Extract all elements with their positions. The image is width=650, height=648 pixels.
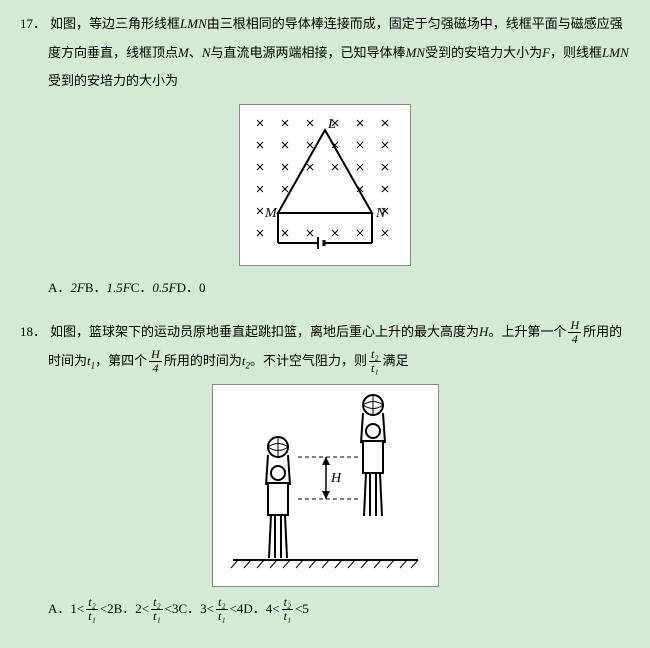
q17-line3: 受到的安培力的大小为 [20, 67, 630, 96]
txt: ，第四个 [95, 353, 147, 368]
t2: t2 [242, 353, 250, 368]
txt: 。不计空气阻力，则 [250, 353, 367, 368]
txt: 受到的安培力的大小为 [48, 73, 178, 88]
opt-a-val: 2F [70, 280, 84, 295]
q18-stem: 18． 如图，篮球架下的运动员原地垂直起跳扣篮，离地后重心上升的最大高度为H。上… [20, 318, 630, 347]
q18-figure: H [212, 384, 439, 587]
frac-t2t1: t₂t₁ [369, 348, 381, 375]
m: M [178, 45, 189, 60]
txt: 所用的 [583, 324, 622, 339]
fig-label-L: L [327, 117, 336, 132]
q18-line2: 时间为t1，第四个H4所用的时间为t2。不计空气阻力，则t₂t₁满足 [20, 347, 630, 376]
opt-d-pre: 4< [266, 601, 280, 616]
opt-d-label: D． [243, 601, 265, 616]
opt-a-pre: 1< [70, 601, 84, 616]
opt-b-label: B． [114, 601, 136, 616]
q17-body: 如图，等边三角形线框LMN由三根相同的导体棒连接而成，固定于匀强磁场中，线框平面… [50, 10, 630, 39]
frac: t₂t₁ [86, 596, 98, 623]
txt: 由三根相同的导体棒连接而成，固定于匀强磁场中，线框平面与磁感应强 [207, 16, 623, 31]
txt: 、 [189, 45, 202, 60]
mn: MN [406, 45, 426, 60]
q18-figure-wrap: H [20, 384, 630, 587]
txt: ，则线框 [550, 45, 602, 60]
txt: 所用的时间为 [164, 353, 242, 368]
question-18: 18． 如图，篮球架下的运动员原地垂直起跳扣篮，离地后重心上升的最大高度为H。上… [20, 318, 630, 623]
q18-body: 如图，篮球架下的运动员原地垂直起跳扣篮，离地后重心上升的最大高度为H。上升第一个… [50, 318, 630, 347]
txt: 与直流电源两端相接，已知导体棒 [211, 45, 406, 60]
opt-b-post: <3 [165, 601, 179, 616]
q17-line2: 度方向垂直，线框顶点M、N与直流电源两端相接，已知导体棒MN受到的安培力大小为F… [20, 39, 630, 68]
opt-a-label: A． [48, 601, 70, 616]
opt-b-pre: 2< [135, 601, 149, 616]
f: F [542, 45, 550, 60]
t1: t1 [87, 353, 95, 368]
q18-number: 18． [20, 318, 46, 347]
opt-d-post: <5 [295, 601, 309, 616]
opt-a-label: A． [48, 280, 70, 295]
q18-options: A．1<t₂t₁<2B．2<t₂t₁<3C．3<t₂t₁<4D．4<t₂t₁<5 [20, 595, 630, 624]
opt-d-val: 0 [199, 280, 206, 295]
txt: 受到的安培力大小为 [425, 45, 542, 60]
frac-h4: H4 [568, 319, 581, 346]
q17-stem: 17． 如图，等边三角形线框LMN由三根相同的导体棒连接而成，固定于匀强磁场中，… [20, 10, 630, 39]
h: H [479, 324, 488, 339]
q17-options: A．2FB．1.5FC．0.5FD．0 [20, 274, 630, 303]
txt: 满足 [383, 353, 409, 368]
txt: 如图，篮球架下的运动员原地垂直起跳扣篮，离地后重心上升的最大高度为 [50, 324, 479, 339]
lmn: LMN [602, 45, 629, 60]
txt: 时间为 [48, 353, 87, 368]
lmn: LMN [180, 16, 207, 31]
frac: t₂t₁ [216, 596, 228, 623]
opt-c-val: 0.5F [152, 280, 176, 295]
q17-number: 17． [20, 10, 46, 39]
opt-b-val: 1.5F [107, 280, 131, 295]
opt-c-label: C． [131, 280, 153, 295]
fig-label-H: H [330, 471, 342, 486]
frac-h4-2: H4 [149, 348, 162, 375]
fig-label-N: N [375, 206, 386, 221]
frac: t₂t₁ [282, 596, 294, 623]
question-17: 17． 如图，等边三角形线框LMN由三根相同的导体棒连接而成，固定于匀强磁场中，… [20, 10, 630, 303]
opt-c-post: <4 [230, 601, 244, 616]
opt-b-label: B． [85, 280, 107, 295]
q17-figure: L M N [239, 104, 411, 267]
fig-label-M: M [264, 206, 278, 221]
opt-d-label: D． [177, 280, 199, 295]
opt-c-pre: 3< [200, 601, 214, 616]
q17-figure-wrap: L M N [20, 104, 630, 267]
txt: 度方向垂直，线框顶点 [48, 45, 178, 60]
opt-c-label: C． [178, 601, 200, 616]
opt-a-post: <2 [100, 601, 114, 616]
txt: 如图，等边三角形线框 [50, 16, 180, 31]
frac: t₂t₁ [151, 596, 163, 623]
n: N [202, 45, 211, 60]
txt: 。上升第一个 [488, 324, 566, 339]
